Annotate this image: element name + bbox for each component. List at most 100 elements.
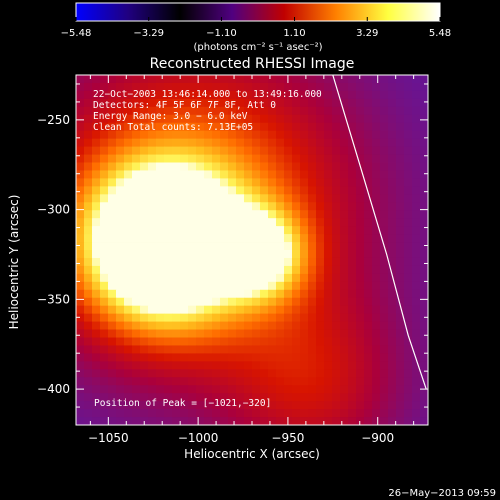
heatmap-cell [412, 75, 421, 84]
heatmap-cell [132, 265, 141, 275]
heatmap-cell [132, 289, 141, 299]
heatmap-cell [188, 90, 197, 100]
heatmap-cell [404, 194, 413, 203]
heatmap-cell [252, 297, 261, 307]
heatmap-cell [180, 130, 189, 140]
heatmap-cell [324, 75, 333, 84]
heatmap-cell [340, 75, 349, 84]
heatmap-cell [140, 162, 149, 171]
heatmap-cell [308, 98, 317, 108]
heatmap-cell [300, 122, 309, 132]
heatmap-cell [420, 75, 428, 84]
heatmap-cell [268, 401, 277, 410]
heatmap-cell [164, 234, 173, 243]
heatmap-cell [140, 146, 149, 155]
heatmap-cell [108, 178, 117, 187]
annotation-peak-position: Position of Peak = [−1021,−320] [94, 398, 271, 409]
heatmap-cell [412, 218, 421, 227]
heatmap-cell [276, 122, 285, 132]
heatmap-cell [108, 353, 117, 362]
heatmap-cell [212, 409, 221, 418]
heatmap-cell [292, 130, 301, 140]
heatmap-cell [164, 281, 173, 291]
heatmap-cell [412, 393, 421, 402]
heatmap-cell [388, 297, 397, 307]
heatmap-cell [140, 289, 149, 299]
heatmap-cell [340, 329, 349, 338]
heatmap-cell [300, 417, 309, 425]
heatmap-cell [188, 194, 197, 203]
heatmap-cell [340, 234, 349, 243]
heatmap-cell [308, 130, 317, 140]
heatmap-cells [76, 75, 428, 425]
heatmap-cell [204, 162, 213, 171]
heatmap-cell [380, 234, 389, 243]
heatmap-cell [380, 218, 389, 227]
heatmap-cell [188, 202, 197, 211]
heatmap-cell [132, 329, 141, 338]
heatmap-cell [300, 226, 309, 235]
heatmap-cell [116, 130, 125, 140]
heatmap-cell [332, 186, 341, 195]
heatmap-cell [212, 162, 221, 171]
heatmap-cell [388, 98, 397, 108]
heatmap-cell [212, 106, 221, 116]
heatmap-cell [364, 154, 373, 163]
heatmap-cell [148, 90, 157, 100]
heatmap-cell [196, 98, 205, 108]
heatmap-cell [396, 417, 405, 425]
heatmap-cell [356, 257, 365, 267]
heatmap-cell [220, 146, 229, 155]
heatmap-cell [124, 321, 133, 330]
heatmap-cell [204, 361, 213, 370]
heatmap-cell [228, 250, 237, 259]
heatmap-cell [276, 417, 285, 425]
heatmap-cell [164, 257, 173, 267]
heatmap-cell [84, 170, 93, 179]
heatmap-cell [284, 186, 293, 195]
heatmap-cell [396, 114, 405, 124]
heatmap-cell [380, 170, 389, 179]
heatmap-cell [300, 385, 309, 394]
heatmap-cell [324, 106, 333, 116]
heatmap-cell [388, 194, 397, 203]
heatmap-cell [236, 281, 245, 291]
heatmap-cell [348, 130, 357, 140]
heatmap-cell [172, 345, 181, 354]
footer-timestamp: 26−May−2013 09:59 [388, 488, 496, 499]
heatmap-cell [76, 186, 85, 195]
heatmap-cell [236, 289, 245, 299]
heatmap-cell [196, 329, 205, 338]
heatmap-cell [388, 321, 397, 330]
heatmap-cell [372, 257, 381, 267]
heatmap-cell [364, 234, 373, 243]
heatmap-cell [300, 393, 309, 402]
heatmap-cell [372, 297, 381, 307]
heatmap-cell [276, 186, 285, 195]
heatmap-cell [308, 75, 317, 84]
heatmap-cell [260, 186, 269, 195]
heatmap-cell [252, 202, 261, 211]
heatmap-cell [276, 337, 285, 346]
heatmap-cell [420, 313, 428, 322]
heatmap-cell [316, 265, 325, 275]
heatmap-cell [284, 218, 293, 227]
heatmap-cell [196, 106, 205, 116]
heatmap-cell [84, 226, 93, 235]
heatmap-cell [188, 265, 197, 275]
heatmap-cell [244, 226, 253, 235]
heatmap-cell [404, 417, 413, 425]
heatmap-cell [356, 186, 365, 195]
heatmap-cell [332, 257, 341, 267]
heatmap-cell [276, 210, 285, 219]
heatmap-cell [236, 138, 245, 147]
heatmap-cell [388, 393, 397, 402]
heatmap-cell [196, 353, 205, 362]
heatmap-cell [100, 82, 109, 92]
heatmap-cell [372, 329, 381, 338]
heatmap-cell [260, 345, 269, 354]
heatmap-cell [188, 186, 197, 195]
heatmap-cell [404, 401, 413, 410]
heatmap-cell [108, 409, 117, 418]
heatmap-cell [108, 281, 117, 291]
